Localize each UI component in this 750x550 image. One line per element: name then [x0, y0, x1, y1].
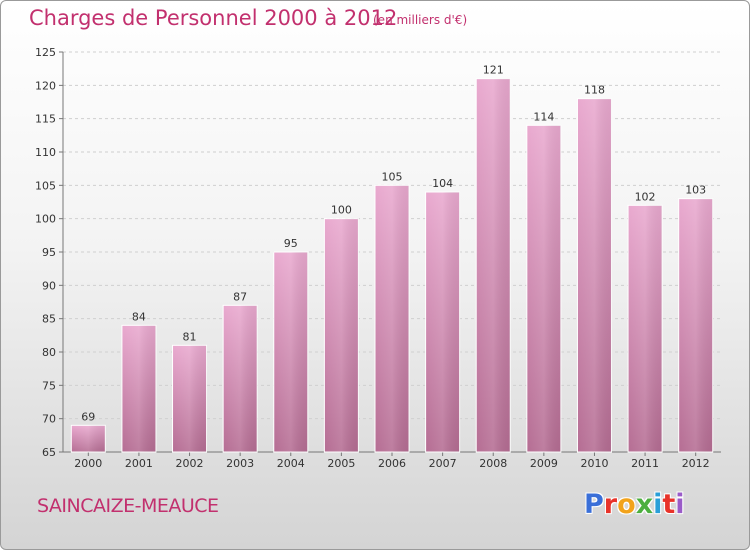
chart-subtitle: (en milliers d'€) [373, 13, 468, 27]
x-tick-label-2003: 2003 [226, 457, 254, 470]
data-label-2008: 121 [483, 64, 504, 77]
y-tick-label: 110 [35, 146, 56, 159]
y-tick-label: 125 [35, 46, 56, 59]
x-tick-label-2002: 2002 [176, 457, 204, 470]
y-tick-label: 70 [42, 413, 56, 426]
x-tick-label-2005: 2005 [327, 457, 355, 470]
x-tick-label-2009: 2009 [530, 457, 558, 470]
bar-shine [172, 345, 207, 452]
data-label-2000: 69 [81, 410, 95, 423]
labels: 65 70 75 80 85 90 95 100 105 110 115 120 125 69 2000 84… [35, 46, 710, 470]
y-tick-label: 105 [35, 179, 56, 192]
x-tick-label-2007: 2007 [429, 457, 457, 470]
y-tick-label: 90 [42, 279, 56, 292]
y-tick-label: 115 [35, 113, 56, 126]
data-label-2004: 95 [284, 237, 298, 250]
commune-name: SAINCAIZE-MEAUCE [37, 495, 219, 517]
x-tick-label-2011: 2011 [631, 457, 659, 470]
bar-shine [273, 252, 308, 452]
bars [70, 78, 714, 453]
proxiti-logo[interactable]: Proxiti [584, 489, 685, 520]
data-label-2007: 104 [432, 177, 453, 190]
bar-shine [71, 425, 106, 452]
x-tick-label-2012: 2012 [682, 457, 710, 470]
bar-shine [476, 78, 511, 453]
bar-shine [526, 125, 561, 452]
data-label-2001: 84 [132, 310, 146, 323]
data-label-2002: 81 [183, 330, 197, 343]
bar-shine [678, 198, 713, 452]
data-label-2003: 87 [233, 290, 247, 303]
y-tick-label: 95 [42, 246, 56, 259]
bar-shine [375, 185, 409, 453]
x-tick-label-2006: 2006 [378, 457, 406, 470]
x-tick-label-2000: 2000 [74, 457, 102, 470]
data-label-2006: 105 [382, 170, 403, 183]
data-label-2005: 100 [331, 204, 352, 217]
y-tick-label: 75 [42, 379, 56, 392]
chart-title: Charges de Personnel 2000 à 2012 [29, 6, 398, 30]
bar-shine [425, 192, 460, 452]
y-tick-label: 80 [42, 346, 56, 359]
x-tick-label-2001: 2001 [125, 457, 153, 470]
data-label-2010: 118 [584, 84, 605, 97]
y-tick-label: 85 [42, 313, 56, 326]
y-tick-label: 100 [35, 213, 56, 226]
data-label-2009: 114 [533, 110, 554, 123]
x-tick-label-2008: 2008 [479, 457, 507, 470]
data-label-2011: 102 [635, 190, 656, 203]
y-tick-label: 65 [42, 446, 56, 459]
x-tick-label-2004: 2004 [277, 457, 305, 470]
bar-shine [628, 205, 663, 452]
bar-shine [223, 305, 258, 452]
y-tick-label: 120 [35, 79, 56, 92]
bar-shine [577, 98, 612, 453]
bar-shine [324, 218, 359, 452]
data-label-2012: 103 [685, 184, 706, 197]
x-tick-label-2010: 2010 [580, 457, 608, 470]
bar-shine [121, 325, 156, 452]
